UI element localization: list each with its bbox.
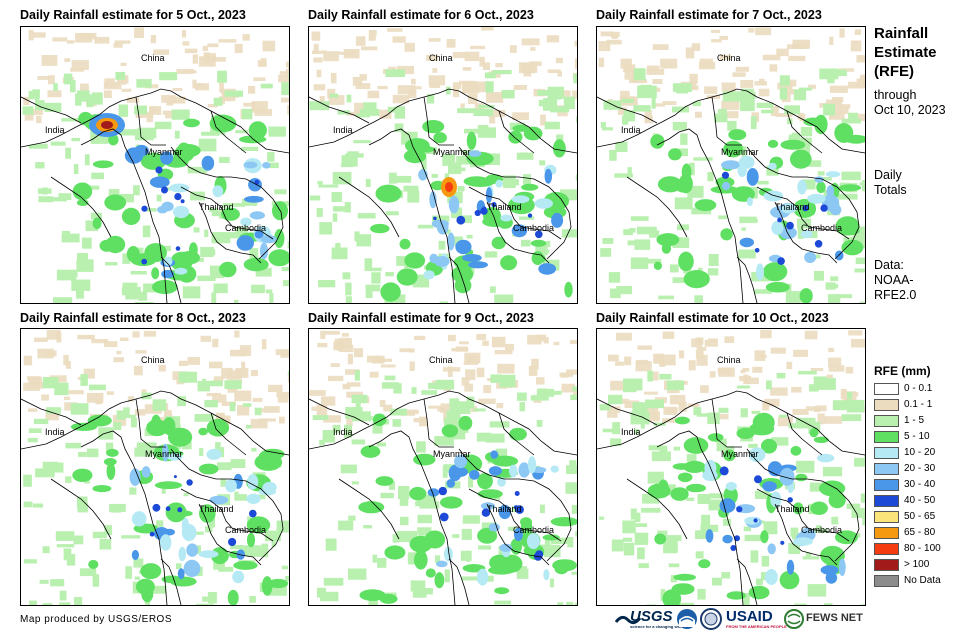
sidebar-title-line: (RFE)	[874, 63, 914, 80]
sidebar-title: Rainfall Estimate (RFE)	[874, 24, 937, 81]
legend-swatch	[874, 415, 899, 427]
country-label-myanmar: Myanmar	[433, 147, 471, 157]
country-label-india: India	[621, 427, 641, 437]
sidebar-data-source: RFE2.0	[874, 288, 917, 302]
legend-swatch	[874, 511, 899, 523]
legend-label: 40 - 50	[904, 495, 936, 506]
country-label-china: China	[717, 53, 741, 63]
country-label-thailand: Thailand	[775, 504, 810, 514]
legend-label: 65 - 80	[904, 527, 936, 538]
usgs-logo: USGS science for a changing world	[614, 608, 685, 630]
panel-title-6: Daily Rainfall estimate for 10 Oct., 202…	[596, 311, 829, 325]
legend-swatch	[874, 383, 899, 395]
rainfall-map-svg	[309, 330, 577, 605]
rainfall-map-svg	[309, 27, 577, 303]
country-label-china: China	[717, 355, 741, 365]
country-label-cambodia: Cambodia	[513, 223, 555, 233]
sidebar-date: Oct 10, 2023	[874, 103, 946, 117]
country-label-india: India	[45, 125, 65, 135]
country-label-cambodia: Cambodia	[513, 525, 555, 535]
country-label-myanmar: Myanmar	[145, 449, 183, 459]
legend-label: 80 - 100	[904, 543, 941, 554]
country-label-china: China	[141, 53, 165, 63]
dhs-seal-logo	[700, 608, 722, 630]
panel-title-2: Daily Rainfall estimate for 6 Oct., 2023	[308, 8, 534, 22]
noaa-logo	[676, 608, 698, 630]
map-credit: Map produced by USGS/EROS	[20, 614, 173, 625]
country-label-india: India	[45, 427, 65, 437]
rainfall-map-svg	[21, 27, 289, 303]
legend-label: 1 - 5	[904, 415, 925, 426]
sidebar-title-line: Rainfall	[874, 25, 929, 42]
legend-title: RFE (mm)	[874, 364, 931, 378]
legend-label: 10 - 20	[904, 447, 936, 458]
legend-swatch	[874, 463, 899, 475]
country-label-india: India	[621, 125, 641, 135]
sidebar-through: through	[874, 88, 917, 102]
legend-swatch	[874, 543, 899, 555]
legend-swatch	[874, 559, 899, 571]
country-label-cambodia: Cambodia	[801, 223, 843, 233]
legend-swatch	[874, 527, 899, 539]
rainfall-map-svg	[597, 27, 865, 303]
usgs-tagline: science for a changing world	[630, 624, 686, 629]
legend-label: 0 - 0.1	[904, 383, 933, 394]
rainfall-map-6: China India Myanmar Thailand Cambodia	[596, 328, 866, 606]
usaid-wordmark: USAID	[726, 608, 773, 625]
rainfall-map-2: China India Myanmar Thailand Cambodia	[308, 26, 578, 304]
rainfall-map-3: China India Myanmar Thailand Cambodia	[596, 26, 866, 304]
country-label-thailand: Thailand	[199, 504, 234, 514]
usaid-tagline: FROM THE AMERICAN PEOPLE	[726, 624, 787, 629]
legend-swatch	[874, 431, 899, 443]
legend-label: 0.1 - 1	[904, 399, 933, 410]
panel-title-1: Daily Rainfall estimate for 5 Oct., 2023	[20, 8, 246, 22]
country-label-cambodia: Cambodia	[225, 223, 267, 233]
noaa-icon	[677, 609, 697, 629]
panel-title-3: Daily Rainfall estimate for 7 Oct., 2023	[596, 8, 822, 22]
country-label-thailand: Thailand	[199, 202, 234, 212]
country-label-myanmar: Myanmar	[721, 449, 759, 459]
country-label-china: China	[141, 355, 165, 365]
country-label-myanmar: Myanmar	[145, 147, 183, 157]
rainfall-map-4: China India Myanmar Thailand Cambodia	[20, 328, 290, 606]
legend-swatch	[874, 479, 899, 491]
usgs-wave-icon	[614, 615, 642, 625]
sidebar-daily: Daily	[874, 168, 902, 182]
legend-swatch	[874, 447, 899, 459]
rainfall-map-svg	[597, 329, 865, 605]
country-label-thailand: Thailand	[487, 504, 522, 514]
legend-swatch	[874, 495, 899, 507]
rainfall-map-5: China India Myanmar Thailand Cambodia	[308, 328, 578, 606]
country-label-cambodia: Cambodia	[225, 525, 267, 535]
rainfall-map-1: China India Myanmar Thailand Cambodia	[20, 26, 290, 304]
seal-icon	[700, 608, 722, 630]
legend-label: 5 - 10	[904, 431, 930, 442]
country-label-cambodia: Cambodia	[801, 525, 843, 535]
country-label-thailand: Thailand	[775, 202, 810, 212]
legend-label: 20 - 30	[904, 463, 936, 474]
rainfall-map-svg	[21, 329, 289, 605]
country-label-thailand: Thailand	[487, 202, 522, 212]
panel-title-4: Daily Rainfall estimate for 8 Oct., 2023	[20, 311, 246, 325]
sidebar-data-source: NOAA-	[874, 273, 914, 287]
legend-label: > 100	[904, 559, 930, 570]
country-label-india: India	[333, 125, 353, 135]
country-label-myanmar: Myanmar	[721, 147, 759, 157]
legend-label: 30 - 40	[904, 479, 936, 490]
legend-label: No Data	[904, 575, 941, 586]
usgs-wordmark: USGS	[630, 608, 673, 625]
sidebar-title-line: Estimate	[874, 44, 937, 61]
legend-swatch	[874, 575, 899, 587]
globe-icon	[784, 609, 804, 629]
sidebar-data-label: Data:	[874, 258, 904, 272]
panel-title-5: Daily Rainfall estimate for 9 Oct., 2023	[308, 311, 534, 325]
country-label-india: India	[333, 427, 353, 437]
country-label-china: China	[429, 355, 453, 365]
country-label-myanmar: Myanmar	[433, 449, 471, 459]
country-label-china: China	[429, 53, 453, 63]
sidebar-totals: Totals	[874, 183, 907, 197]
legend-label: 50 - 65	[904, 511, 936, 522]
fewsnet-wordmark: FEWS NET	[806, 612, 863, 624]
legend-swatch	[874, 399, 899, 411]
